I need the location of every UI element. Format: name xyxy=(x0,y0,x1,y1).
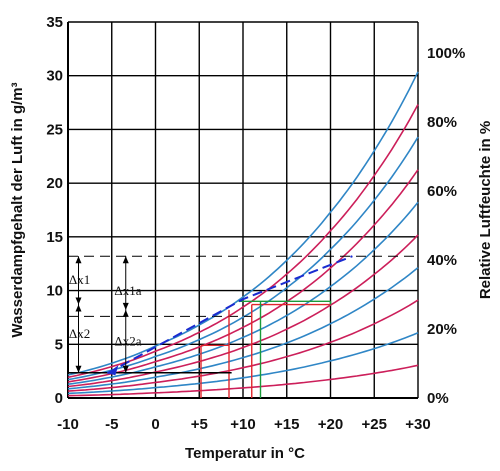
y-tick-label: 10 xyxy=(46,283,63,300)
y2-tick-label: 80% xyxy=(427,114,457,131)
x-tick-label: +15 xyxy=(274,416,299,433)
x-tick-label: -5 xyxy=(105,416,118,433)
y-tick-label: 20 xyxy=(46,175,63,192)
rh-curve-50 xyxy=(67,234,419,388)
x-tick-label: +30 xyxy=(405,416,430,433)
x-tick-label: +5 xyxy=(191,416,208,433)
y-tick-label: 35 xyxy=(46,14,63,31)
dx2a-arrow-head xyxy=(122,309,129,317)
dx1a-arrow-head xyxy=(122,302,129,310)
y2-axis-title: Relative Luftfeuchte in % xyxy=(477,121,494,299)
dx2-arrow-head xyxy=(75,304,82,312)
y2-tick-label: 0% xyxy=(427,390,449,407)
x-tick-label: 0 xyxy=(151,416,159,433)
dx2a-arrow-head xyxy=(122,365,129,373)
y2-tick-label: 100% xyxy=(427,45,465,62)
y-axis-title: Wasserdampfgehalt der Luft in g/m³ xyxy=(9,82,26,337)
x-axis-title: Temperatur in °C xyxy=(185,445,305,462)
x-tick-label: +10 xyxy=(230,416,255,433)
dx1-arrow-head xyxy=(75,256,82,264)
dx1-arrow-head xyxy=(75,297,82,305)
y-tick-label: 25 xyxy=(46,121,63,138)
dx1a-label: Δx1a xyxy=(114,283,141,298)
dx1a-arrow-head xyxy=(122,256,129,264)
dx2-label: Δx2 xyxy=(69,326,90,341)
dx2-arrow-head xyxy=(75,365,82,373)
dx1-label: Δx1 xyxy=(69,272,90,287)
y2-tick-label: 20% xyxy=(427,321,457,338)
rh-curve-10 xyxy=(67,364,419,397)
dx2a-label: Δx2a xyxy=(114,333,141,348)
x-tick-label: +20 xyxy=(318,416,343,433)
x-tick-label: -10 xyxy=(57,416,79,433)
rh-curve-40 xyxy=(67,266,419,390)
y-tick-label: 15 xyxy=(46,229,63,246)
rh-curve-20 xyxy=(67,332,419,395)
process-path xyxy=(106,255,353,375)
rh-curve-30 xyxy=(67,299,419,392)
y-tick-label: 0 xyxy=(55,390,63,407)
y-tick-label: 30 xyxy=(46,68,63,85)
x-tick-label: +25 xyxy=(362,416,387,433)
y-tick-label: 5 xyxy=(55,336,63,353)
y2-tick-label: 60% xyxy=(427,183,457,200)
rh-curve-100 xyxy=(67,71,419,376)
process-path-arrowhead xyxy=(107,365,119,376)
rh-curve-60 xyxy=(67,201,419,385)
y2-tick-label: 40% xyxy=(427,252,457,269)
tick-labels: -10 -5 0 +5 +10 +15 +20 +25 +30 0 5 10 15 20 25 30 35 0% 2… xyxy=(46,14,465,433)
grid xyxy=(67,21,419,399)
annotations: Δx1 Δx2 Δx1a Δx2a xyxy=(68,255,418,398)
